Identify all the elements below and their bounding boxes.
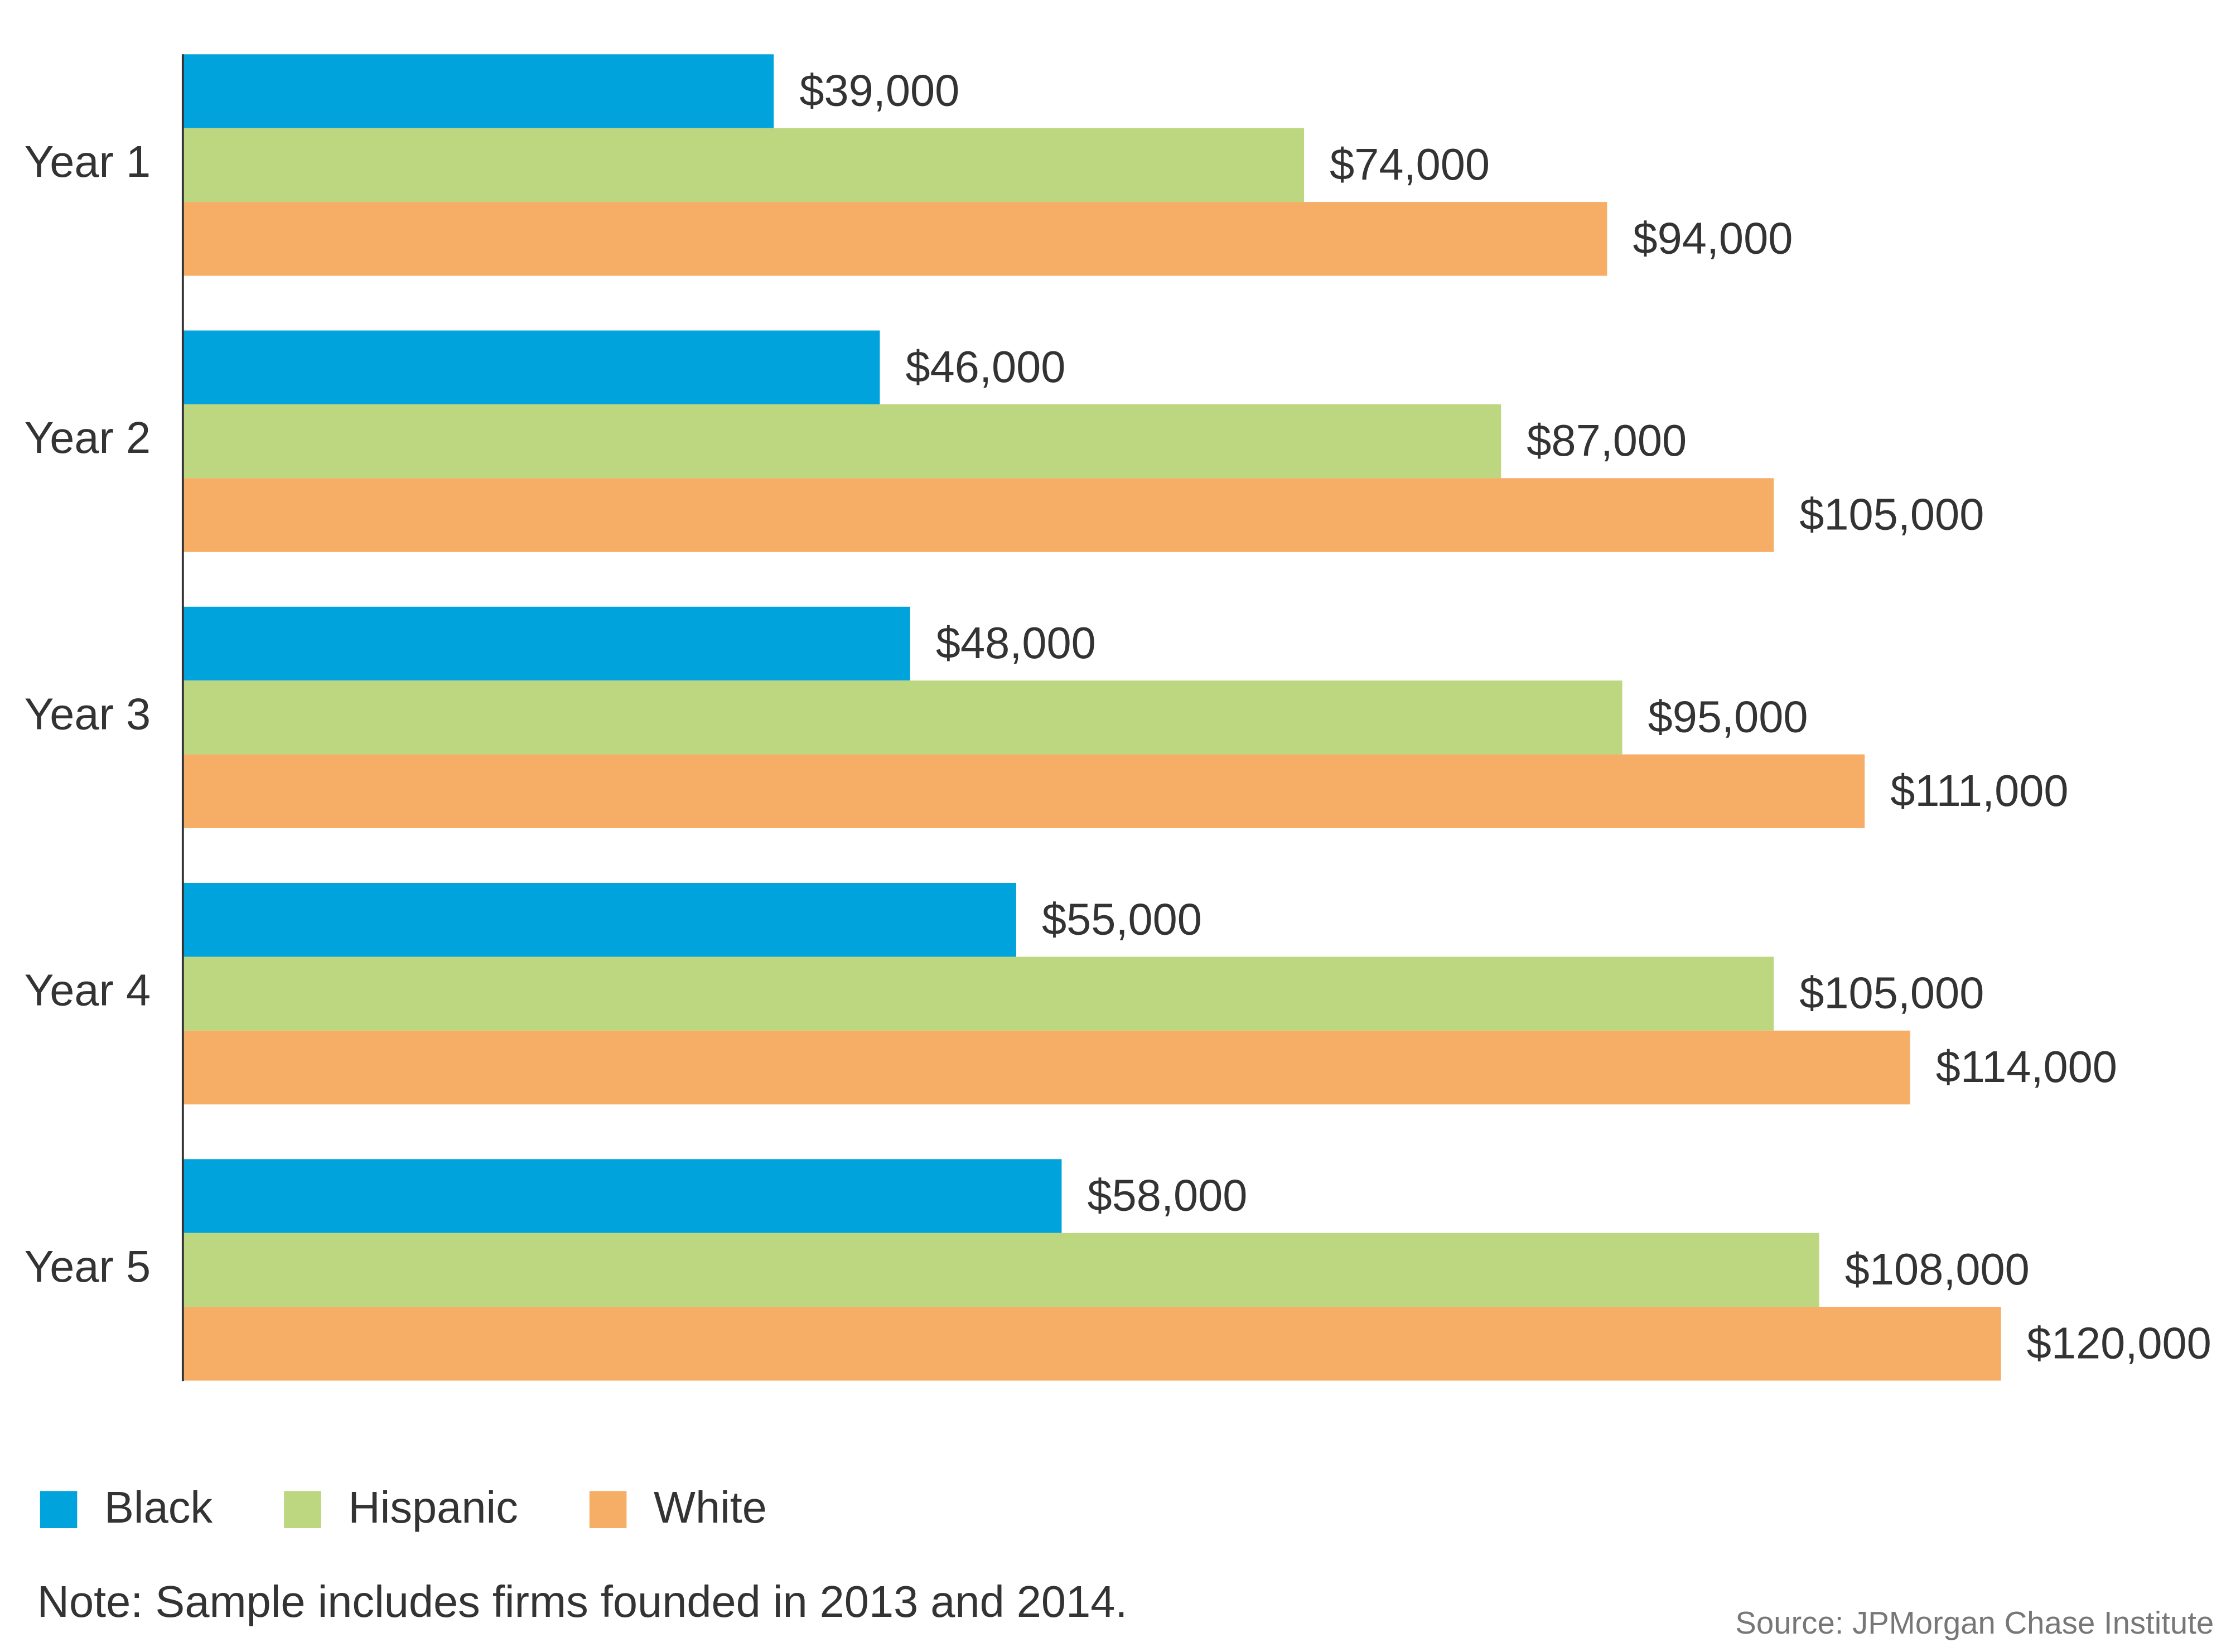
y-tick-label: Year 5: [25, 1242, 151, 1291]
bar: [182, 883, 1016, 957]
note: Note: Sample includes firms founded in 2…: [37, 1577, 1128, 1626]
source: Source: JPMorgan Chase Institute: [1735, 1605, 2214, 1640]
bar: [182, 754, 1865, 828]
bar: [182, 202, 1607, 276]
bar: [182, 128, 1305, 202]
y-tick-label: Year 1: [25, 137, 151, 186]
value-label: $39,000: [799, 66, 959, 115]
value-label: $108,000: [1845, 1244, 2030, 1294]
value-label: $105,000: [1799, 490, 1984, 539]
legend-label: Hispanic: [348, 1482, 518, 1532]
bar: [182, 330, 880, 404]
value-label: $55,000: [1042, 894, 1202, 944]
value-label: $95,000: [1648, 692, 1808, 741]
value-label: $114,000: [1936, 1042, 2117, 1091]
bar: [182, 680, 1622, 755]
value-label: $87,000: [1527, 416, 1687, 465]
legend-label: Black: [104, 1482, 213, 1532]
legend-swatch: [40, 1491, 78, 1528]
legend-label: White: [654, 1482, 767, 1532]
bar: [182, 957, 1774, 1031]
y-tick-label: Year 2: [25, 413, 151, 462]
bar: [182, 1307, 2001, 1381]
value-label: $74,000: [1330, 139, 1490, 189]
bar: [182, 1233, 1819, 1307]
value-label: $120,000: [2027, 1318, 2211, 1368]
legend-swatch: [284, 1491, 321, 1528]
value-label: $46,000: [906, 342, 1066, 392]
value-label: $58,000: [1088, 1171, 1248, 1220]
legend-swatch: [589, 1491, 627, 1528]
y-tick-label: Year 4: [25, 965, 151, 1015]
value-label: $94,000: [1633, 213, 1793, 263]
bar: [182, 1030, 1910, 1105]
bar: [182, 404, 1501, 479]
value-label: $48,000: [936, 618, 1096, 668]
bar: [182, 54, 774, 128]
value-label: $111,000: [1890, 766, 2068, 815]
y-tick-label: Year 3: [25, 689, 151, 738]
value-label: $105,000: [1799, 968, 1984, 1018]
bar: [182, 606, 910, 681]
bar: [182, 478, 1774, 552]
bar: [182, 1159, 1062, 1233]
